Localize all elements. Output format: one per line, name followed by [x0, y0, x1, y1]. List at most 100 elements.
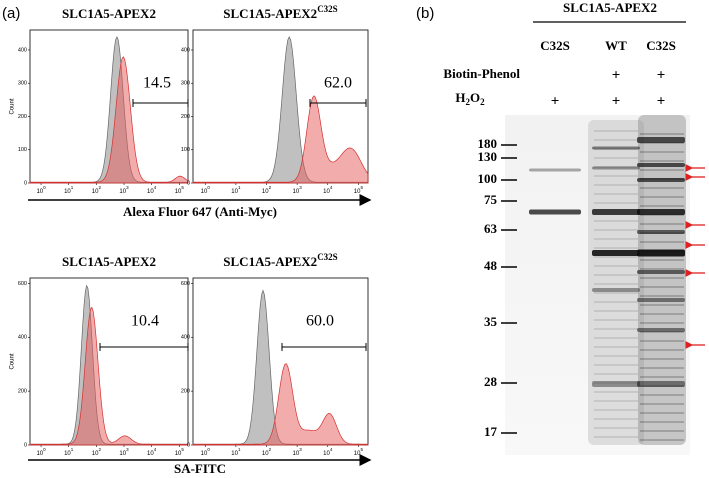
blot-background: [505, 115, 690, 455]
blot-band: [637, 178, 685, 182]
x-tick-label: 100: [201, 185, 211, 194]
tick-exp: 0: [43, 447, 46, 452]
faint-band: [640, 439, 684, 441]
y-axis-label: Count: [10, 353, 16, 369]
faint-band: [594, 166, 638, 168]
tick-exp: 1: [238, 185, 241, 190]
marker-label: 75: [484, 192, 498, 207]
blot-band: [592, 166, 640, 170]
faint-band: [640, 376, 684, 378]
faint-band: [640, 259, 684, 261]
treatment-mark: +: [551, 93, 560, 109]
faint-band: [640, 160, 684, 162]
faint-band: [594, 337, 638, 339]
x-tick-label: 102: [92, 185, 102, 194]
tick-base: 10: [293, 189, 300, 195]
x-axis-label: SA-FITC: [174, 461, 226, 476]
y-tick-label: 0: [187, 180, 190, 186]
blot-band: [637, 381, 685, 387]
faint-band: [594, 292, 638, 294]
x-tick-label: 103: [293, 447, 303, 456]
blot-band: [637, 249, 685, 257]
tick-exp: 1: [71, 185, 74, 190]
tick-base: 10: [231, 189, 238, 195]
y-axis-label: Count: [10, 98, 16, 114]
faint-band: [594, 175, 638, 177]
gate-percentage: 10.4: [131, 313, 159, 330]
lane-label: C32S: [646, 38, 676, 53]
blot-band: [592, 250, 640, 256]
blot-band: [529, 168, 581, 172]
blot-band: [637, 137, 685, 143]
faint-band: [594, 346, 638, 348]
tick-base: 10: [36, 189, 43, 195]
title-superscript: C32S: [317, 252, 338, 262]
panel-label: (a): [2, 5, 20, 22]
x-tick-label: 101: [64, 447, 74, 456]
plot-title: SLC1A5-APEX2: [62, 254, 156, 269]
tick-base: 10: [36, 451, 43, 457]
marker-label: 130: [478, 149, 498, 164]
treatment-mark: +: [657, 93, 666, 109]
y-tick-label: 0: [24, 180, 27, 186]
tick-base: 10: [354, 451, 361, 457]
tick-exp: 3: [299, 447, 302, 452]
sample-histogram: [192, 363, 369, 446]
tick-exp: 1: [71, 447, 74, 452]
x-tick-label: 104: [323, 447, 333, 456]
tick-exp: 2: [269, 185, 272, 190]
faint-band: [640, 151, 684, 153]
blot-band: [637, 230, 685, 234]
x-tick-label: 104: [147, 447, 157, 456]
tick-base: 10: [262, 189, 269, 195]
tick-exp: 4: [330, 185, 333, 190]
label-part: O: [470, 90, 480, 105]
marker-label: 35: [484, 314, 498, 329]
faint-band: [594, 418, 638, 420]
x-tick-label: 100: [201, 447, 211, 456]
faint-band: [594, 148, 638, 150]
faint-band: [640, 241, 684, 243]
y-tick-label: 600: [18, 281, 27, 287]
x-tick-label: 103: [119, 447, 129, 456]
treatment-mark: +: [612, 93, 621, 109]
faint-band: [594, 391, 638, 393]
y-tick-label: 300: [18, 81, 27, 87]
plot-frame: [29, 277, 189, 446]
blot-header: SLC1A5-APEX2: [563, 0, 657, 15]
x-tick-label: 100: [36, 185, 46, 194]
title-text: SLC1A5-APEX2: [223, 254, 317, 269]
blot-band: [592, 288, 640, 292]
marker-label: 63: [484, 221, 498, 236]
lane-smear: [638, 115, 686, 445]
lane-label: C32S: [540, 38, 570, 53]
faint-band: [640, 169, 684, 171]
label-part: 2: [480, 97, 485, 107]
x-tick-label: 105: [354, 447, 364, 456]
row-label: H2O2: [455, 90, 485, 107]
blot-band: [637, 270, 685, 274]
label-part: H: [455, 90, 465, 105]
faint-band: [594, 355, 638, 357]
tick-exp: 5: [181, 447, 184, 452]
y-tick-label: 200: [18, 389, 27, 395]
blot-band: [637, 209, 685, 215]
marker-label: 28: [484, 374, 498, 389]
faint-band: [640, 304, 684, 306]
faint-band: [594, 238, 638, 240]
plot-title: SLC1A5-APEX2C32S: [223, 252, 337, 269]
faint-band: [640, 340, 684, 342]
faint-band: [640, 142, 684, 144]
y-tick-label: 400: [18, 335, 27, 341]
faint-band: [594, 319, 638, 321]
faint-band: [640, 214, 684, 216]
faint-band: [640, 223, 684, 225]
tick-base: 10: [175, 189, 182, 195]
y-tick-label: 300: [181, 81, 190, 87]
faint-band: [594, 274, 638, 276]
faint-band: [640, 403, 684, 405]
marker-label: 100: [478, 171, 498, 186]
gate-percentage: 14.5: [143, 75, 171, 92]
tick-exp: 4: [330, 447, 333, 452]
faint-band: [594, 310, 638, 312]
